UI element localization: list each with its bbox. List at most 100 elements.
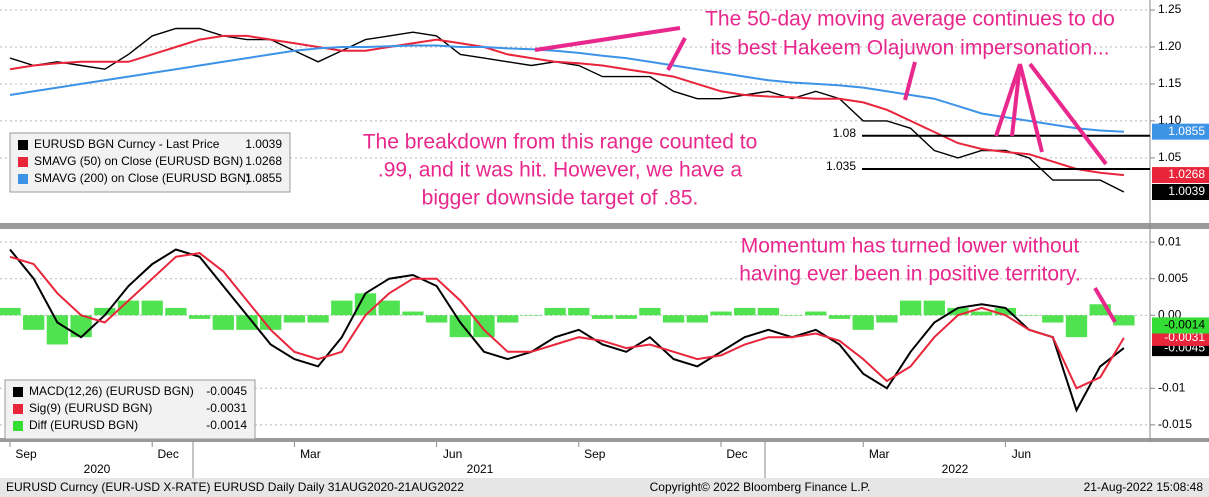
legend-label: Sig(9) (EURUSD BGN): [29, 401, 152, 415]
diff-bar: [971, 311, 993, 316]
diff-bar: [1018, 315, 1040, 316]
arrow: [1018, 63, 1044, 153]
footer-left: EURUSD Curncy (EUR-USD X-RATE) EURUSD Da…: [6, 480, 464, 494]
diff-bar: [378, 300, 400, 316]
value-tag-label: -0.0031: [1164, 330, 1205, 344]
series-line: [9, 248, 1125, 413]
diff-bar: [188, 315, 211, 319]
legend-swatch: [13, 387, 23, 397]
series-line: [9, 252, 1125, 390]
legend-label: SMAVG (200) on Close (EURUSD BGN): [34, 171, 250, 185]
diff-bar: [23, 315, 45, 330]
diff-bar: [449, 315, 471, 338]
plot-layer: 1.25 1.20 1.15 1.10 1.05 1.08 1.035 The 50-day …: [0, 2, 1209, 476]
diff-bar: [686, 315, 708, 323]
annotation: bigger downside target of .85.: [422, 187, 699, 210]
y-tick-label: 0.005: [1158, 271, 1188, 285]
diff-bar: [662, 315, 685, 323]
level-label: 1.035: [826, 159, 856, 173]
legend-swatch: [18, 140, 28, 150]
legend-box: [9, 132, 291, 193]
value-tag-label: 1.0039: [1168, 184, 1205, 198]
legend-label: MACD(12,26) (EURUSD BGN): [29, 384, 194, 398]
value-tag: [1152, 167, 1209, 184]
y-tick-label: -0.015: [1158, 417, 1192, 431]
diff-bar: [1042, 315, 1064, 323]
diff-bar: [639, 307, 661, 316]
diff-bar: [283, 315, 306, 323]
value-tag: [1152, 123, 1209, 140]
diff-bar: [165, 307, 187, 316]
diff-bar: [46, 315, 69, 345]
footer-bar: [0, 478, 1209, 497]
diff-bar: [710, 311, 732, 316]
y-tick-label: 1.25: [1158, 2, 1182, 16]
diff-bar: [354, 293, 377, 316]
diff-bar: [544, 307, 566, 316]
x-tick-label: Dec: [158, 447, 179, 461]
series-line: [9, 44, 1124, 133]
x-tick-label: Dec: [726, 447, 747, 461]
arrow: [903, 61, 917, 101]
annotation: The 50-day moving average continues to d…: [705, 8, 1115, 31]
arrow: [1010, 63, 1022, 137]
arrows: [534, 26, 1117, 324]
panel-separator: [0, 223, 1209, 229]
diff-bar: [923, 300, 945, 316]
series-line: [9, 27, 1125, 193]
diff-bar: [852, 315, 874, 330]
diff-bar: [757, 307, 780, 316]
value-tag: [1152, 184, 1209, 201]
diff-bar: [307, 315, 329, 323]
x-tick-label: Jun: [1012, 447, 1031, 461]
x-tick-label: Mar: [300, 447, 321, 461]
diff-bar: [568, 307, 590, 316]
footer-center: Copyright© 2022 Bloomberg Finance L.P.: [650, 480, 871, 494]
year-label: 2021: [467, 462, 494, 476]
diff-bar: [141, 300, 163, 316]
y-tick-label: 0.01: [1158, 234, 1182, 248]
value-tag: [1152, 317, 1209, 334]
year-label: 2022: [942, 462, 969, 476]
legend-value: -0.0045: [206, 384, 247, 398]
annotation: having ever been in positive territory.: [739, 263, 1081, 286]
y-tick-label: 1.20: [1158, 39, 1182, 53]
diff-bar: [1113, 315, 1135, 326]
diff-bar: [236, 315, 258, 330]
diff-bar: [899, 300, 922, 316]
legend-box: [4, 379, 256, 440]
legend-value: -0.0031: [206, 401, 247, 415]
arrow: [534, 26, 681, 52]
diff-bar: [473, 315, 495, 338]
x-tick-label: Mar: [869, 447, 890, 461]
annotation: The breakdown from this range counted to: [363, 131, 758, 154]
diff-bar: [520, 315, 543, 316]
panel-separator: [0, 438, 1209, 442]
series-line: [9, 34, 1125, 177]
arrow: [1093, 286, 1117, 324]
value-tag-label: -0.0014: [1164, 318, 1205, 332]
diff-bar: [497, 315, 519, 323]
legend-value: 1.0855: [245, 171, 282, 185]
legend-swatch: [13, 404, 23, 414]
diff-bar: [1065, 315, 1088, 338]
arrow: [666, 37, 687, 71]
diff-bar: [94, 307, 116, 316]
legend-label: SMAVG (50) on Close (EURUSD BGN): [34, 154, 243, 168]
diff-bar: [947, 307, 969, 316]
diff-bar: [402, 311, 424, 316]
diff-bar: [591, 315, 614, 319]
value-tag-label: 1.0855: [1168, 124, 1205, 138]
level-label: 1.08: [833, 126, 857, 140]
x-tick-label: Jun: [443, 447, 462, 461]
legend-value: 1.0268: [245, 154, 282, 168]
diff-bar: [425, 315, 448, 323]
diff-bar: [876, 315, 898, 323]
y-tick-label: -0.01: [1158, 380, 1186, 394]
value-tag-label: 1.0268: [1168, 167, 1205, 181]
legend-label: EURUSD BGN Curncy - Last Price: [34, 137, 220, 151]
diff-bar: [805, 311, 827, 316]
x-tick-label: Sep: [15, 447, 37, 461]
diff-bar: [260, 315, 282, 330]
arrow: [994, 63, 1022, 137]
